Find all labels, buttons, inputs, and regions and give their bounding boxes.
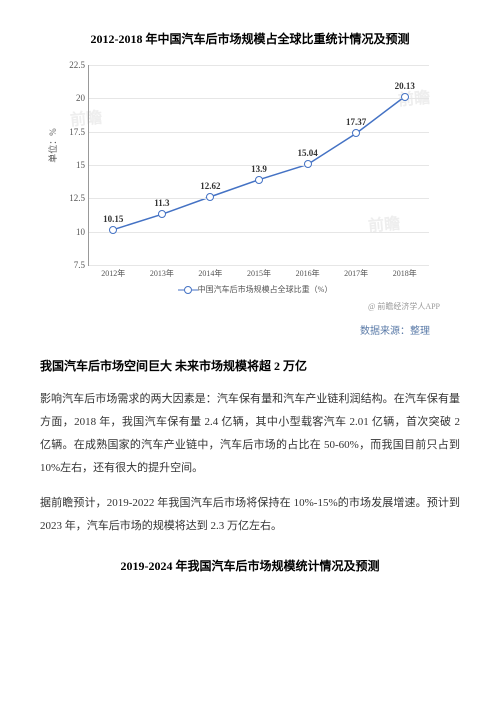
y-tick-label: 10	[63, 227, 85, 237]
gridline	[89, 198, 429, 199]
paragraph-2: 据前瞻预计，2019-2022 年我国汽车后市场将保持在 10%-15%的市场发…	[40, 492, 460, 538]
chart-title: 2012-2018 年中国汽车后市场规模占全球比重统计情况及预测	[40, 30, 460, 47]
section-subtitle: 我国汽车后市场空间巨大 未来市场规模将超 2 万亿	[40, 357, 460, 374]
chart-plot-area: 7.51012.51517.52022.52012年2013年2014年2015…	[88, 65, 429, 266]
x-tick-label: 2013年	[150, 268, 174, 279]
data-point	[304, 160, 312, 168]
data-point-label: 12.62	[200, 181, 220, 191]
data-source: 数据来源：整理	[40, 322, 430, 337]
legend-marker-icon	[184, 286, 192, 294]
data-point-label: 11.3	[154, 198, 169, 208]
watermark-app: @ 前瞻经济学人APP	[40, 301, 440, 312]
y-tick-label: 22.5	[63, 60, 85, 70]
data-point-label: 20.13	[395, 81, 415, 91]
gridline	[89, 65, 429, 66]
y-tick-label: 15	[63, 160, 85, 170]
x-tick-label: 2015年	[247, 268, 271, 279]
data-point	[158, 210, 166, 218]
data-point	[401, 93, 409, 101]
y-tick-label: 20	[63, 93, 85, 103]
chart-legend: 中国汽车后市场规模占全球比重（%）	[88, 284, 428, 295]
y-tick-label: 12.5	[63, 193, 85, 203]
data-point	[206, 193, 214, 201]
y-axis-label: 单位：%	[46, 128, 59, 163]
x-tick-label: 2018年	[393, 268, 417, 279]
x-tick-label: 2012年	[101, 268, 125, 279]
gridline	[89, 98, 429, 99]
chart2-title: 2019-2024 年我国汽车后市场规模统计情况及预测	[40, 557, 460, 574]
x-tick-label: 2017年	[344, 268, 368, 279]
paragraph-1: 影响汽车后市场需求的两大因素是：汽车保有量和汽车产业链利润结构。在汽车保有量方面…	[40, 388, 460, 480]
data-point	[255, 176, 263, 184]
gridline	[89, 265, 429, 266]
y-tick-label: 17.5	[63, 127, 85, 137]
data-point-label: 15.04	[297, 148, 317, 158]
x-tick-label: 2014年	[198, 268, 222, 279]
y-tick-label: 7.5	[63, 260, 85, 270]
data-point	[352, 129, 360, 137]
data-point-label: 17.37	[346, 117, 366, 127]
data-point	[109, 226, 117, 234]
gridline	[89, 232, 429, 233]
chart-container: 前瞻 前瞻 前瞻 单位：% 7.51012.51517.52022.52012年…	[60, 65, 440, 295]
data-point-label: 10.15	[103, 214, 123, 224]
gridline	[89, 132, 429, 133]
x-tick-label: 2016年	[296, 268, 320, 279]
legend-label: 中国汽车后市场规模占全球比重（%）	[198, 285, 333, 294]
data-point-label: 13.9	[251, 164, 267, 174]
